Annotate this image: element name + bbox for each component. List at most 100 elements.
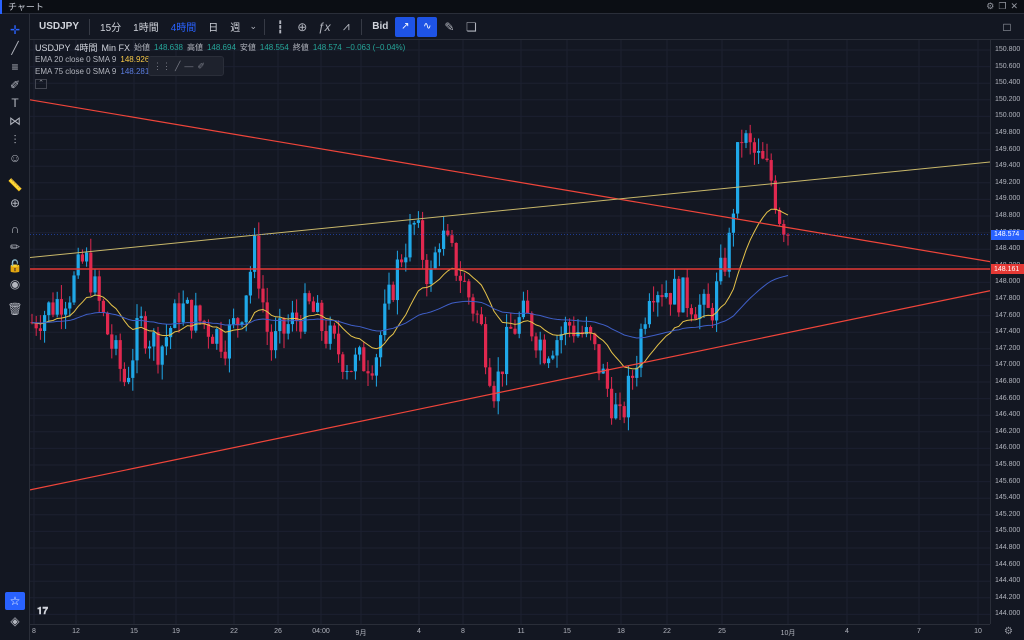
trend-icon[interactable]: ↗ bbox=[395, 16, 416, 37]
chart-settings-icon[interactable]: ⚙ bbox=[1004, 626, 1013, 637]
time-tick-label: 22 bbox=[230, 628, 238, 635]
legend-symbol[interactable]: USDJPY bbox=[35, 43, 71, 53]
crosshair-icon[interactable]: ✛ bbox=[9, 23, 21, 37]
templates-icon[interactable]: ⩘ bbox=[342, 19, 350, 33]
candle-body bbox=[652, 301, 656, 303]
interval-dropdown-chevron-icon[interactable]: ⌄ bbox=[249, 21, 258, 31]
legend-change-value: −0.063 (−0.04%) bbox=[345, 43, 406, 52]
fib-icon[interactable]: ≡ bbox=[11, 60, 19, 74]
price-tick-label: 149.600 bbox=[995, 145, 1021, 153]
candle-body bbox=[101, 300, 105, 313]
tradingview-logo-icon[interactable]: 𝟏𝟕 bbox=[37, 606, 49, 617]
compare-plus-icon[interactable]: ⊕ bbox=[297, 19, 308, 34]
layers-icon[interactable]: ◈ bbox=[10, 614, 20, 628]
candle-body bbox=[76, 254, 80, 276]
bid-button[interactable]: Bid bbox=[372, 21, 389, 32]
candle-body bbox=[765, 158, 769, 161]
legend-ema20-row[interactable]: EMA 20 close 0 SMA 9 148.926 bbox=[35, 54, 405, 66]
candle-body bbox=[740, 142, 744, 144]
price-tick-label: 144.800 bbox=[995, 544, 1021, 551]
candle-body bbox=[227, 324, 231, 359]
candle-body bbox=[349, 370, 353, 372]
drag-handle-icon[interactable]: ⋮⋮ bbox=[153, 60, 171, 71]
legend-ema75-row[interactable]: EMA 75 close 0 SMA 9 148.281 bbox=[35, 66, 405, 78]
candle-body bbox=[236, 318, 240, 325]
toolbar-divider bbox=[361, 18, 363, 35]
ascending-trendline bbox=[30, 290, 990, 491]
measure-icon[interactable]: ⫶ bbox=[13, 132, 17, 147]
candle-body bbox=[769, 160, 773, 181]
window-title: チャート bbox=[8, 2, 44, 12]
price-tick-label: 146.200 bbox=[995, 427, 1021, 435]
candle-body bbox=[572, 325, 576, 337]
candle-body bbox=[521, 300, 525, 318]
lock-icon[interactable]: 🔓 bbox=[7, 259, 23, 273]
symbol-search-button[interactable]: USDJPY bbox=[39, 21, 80, 32]
interval-1w-button[interactable]: 週 bbox=[230, 23, 241, 34]
candle-body bbox=[97, 276, 101, 301]
candle-body bbox=[593, 333, 597, 345]
ruler-icon[interactable]: 📏 bbox=[7, 178, 23, 192]
interval-1h-button[interactable]: 1時間 bbox=[133, 23, 159, 34]
toolbar-divider bbox=[264, 18, 266, 35]
trendline-icon[interactable]: ╱ bbox=[11, 41, 19, 55]
time-tick-label: 22 bbox=[663, 628, 671, 635]
fullscreen-icon[interactable]: □ bbox=[1003, 20, 1011, 34]
candle-type-icon[interactable]: ┇ bbox=[276, 19, 284, 34]
candle-body bbox=[80, 254, 84, 262]
price-axis[interactable]: 150.800 150.600 150.400 150.200 150.000 149.8… bbox=[990, 40, 1024, 624]
magnet-icon[interactable]: ∩ bbox=[10, 222, 20, 236]
settings-icon[interactable]: ⚙ bbox=[986, 1, 995, 11]
candle-body bbox=[433, 252, 437, 269]
candle-body bbox=[59, 299, 63, 315]
candle-body bbox=[68, 302, 72, 309]
star-icon[interactable]: ☆ bbox=[5, 592, 25, 610]
lock-draw-icon[interactable]: ✏ bbox=[9, 240, 21, 254]
float-trendline-icon[interactable]: ╱ bbox=[175, 60, 181, 71]
price-chart-svg[interactable] bbox=[30, 40, 990, 624]
trash-icon[interactable]: 🗑 bbox=[7, 302, 23, 316]
text-icon[interactable]: T bbox=[11, 96, 19, 110]
candle-body bbox=[34, 322, 38, 329]
indicators-fx-icon[interactable]: ƒx bbox=[317, 19, 331, 34]
eye-icon[interactable]: ◉ bbox=[9, 277, 21, 291]
window-titlebar: チャート ⚙ ❐ ✕ bbox=[0, 0, 1024, 14]
legend-low-label: 安値 bbox=[239, 43, 256, 52]
interval-1d-button[interactable]: 日 bbox=[208, 23, 219, 34]
price-tick-label: 149.200 bbox=[995, 178, 1021, 186]
price-tick-label: 149.800 bbox=[995, 129, 1021, 136]
pattern-icon[interactable]: ⋈ bbox=[9, 114, 21, 128]
candle-body bbox=[610, 388, 614, 419]
candle-body bbox=[307, 293, 311, 302]
price-tick-label: 145.600 bbox=[995, 477, 1021, 485]
zoom-icon[interactable]: ⊕ bbox=[9, 196, 21, 210]
candle-body bbox=[773, 180, 777, 211]
wave-icon[interactable]: ∿ bbox=[417, 16, 438, 37]
legend-open-label: 始値 bbox=[134, 43, 151, 52]
candle-body bbox=[265, 302, 269, 332]
candle-body bbox=[127, 377, 131, 383]
legend-collapse-chevron-icon[interactable]: ⌃ bbox=[35, 79, 47, 89]
close-icon[interactable]: ✕ bbox=[1010, 1, 1018, 11]
interval-15m-button[interactable]: 15分 bbox=[100, 23, 122, 34]
snapshot-icon[interactable]: ❏ bbox=[465, 19, 477, 34]
float-hline-icon[interactable]: — bbox=[184, 61, 194, 71]
time-tick-label: 4 bbox=[417, 628, 421, 635]
float-brush-icon[interactable]: ✐ bbox=[197, 60, 205, 71]
candle-body bbox=[211, 336, 215, 344]
candle-body bbox=[559, 334, 563, 341]
draw-toggle-icon[interactable]: ✎ bbox=[444, 19, 455, 34]
candle-body bbox=[509, 326, 513, 329]
candle-body bbox=[194, 305, 198, 331]
time-axis[interactable]: 8 12 15 19 22 26 04:00 9月 4 8 11 15 18 22 25 10月 4 7 10 bbox=[30, 624, 990, 640]
emoji-icon[interactable]: ☺ bbox=[8, 151, 22, 165]
hline-price-tag: 148.161 bbox=[991, 264, 1024, 275]
interval-4h-button[interactable]: 4時間 bbox=[170, 23, 197, 34]
brush-icon[interactable]: ✐ bbox=[9, 78, 21, 92]
candle-body bbox=[177, 303, 181, 323]
time-tick-label: 7 bbox=[917, 628, 921, 635]
restore-icon[interactable]: ❐ bbox=[998, 1, 1007, 11]
chart-pane[interactable] bbox=[30, 40, 990, 624]
candle-body bbox=[437, 248, 441, 253]
candle-body bbox=[723, 257, 727, 272]
